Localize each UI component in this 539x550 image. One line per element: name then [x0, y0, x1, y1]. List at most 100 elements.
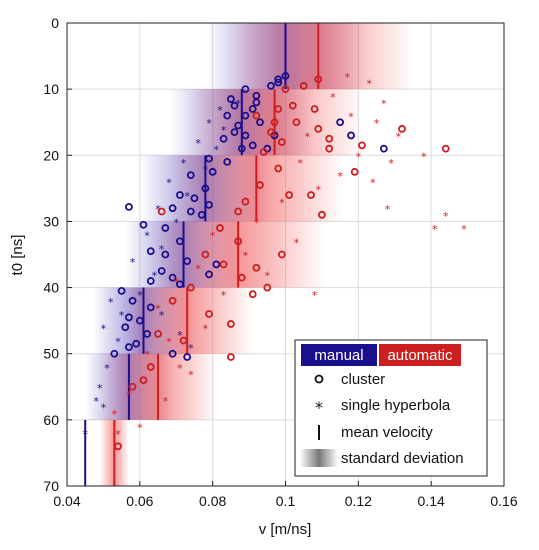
manual-cluster-point: [241, 85, 250, 94]
automatic-cluster-point: [241, 197, 250, 206]
automatic-cluster-point: [146, 363, 155, 371]
manual-single-point: *: [159, 243, 165, 256]
manual-cluster-point: [168, 349, 177, 358]
automatic-cluster-point: [318, 210, 326, 219]
automatic-cluster-point: [350, 167, 359, 176]
automatic-single-point: *: [316, 183, 322, 196]
y-tick-label: 30: [43, 213, 59, 229]
automatic-single-point: *: [374, 117, 380, 130]
automatic-single-point: *: [221, 289, 227, 302]
automatic-cluster-point: [168, 296, 177, 305]
automatic-single-point: *: [112, 408, 118, 421]
manual-cluster-point: [168, 273, 177, 282]
manual-cluster-point: [256, 118, 264, 127]
automatic-cluster-point: [128, 382, 137, 391]
automatic-cluster-point: [237, 273, 246, 282]
manual-cluster-point: [212, 260, 221, 269]
manual-cluster-point: [336, 118, 345, 127]
x-tick-label: 0.06: [126, 493, 153, 509]
automatic-single-point: *: [155, 302, 161, 315]
manual-cluster-point: [139, 220, 148, 229]
automatic-cluster-point: [256, 181, 264, 189]
manual-single-point: *: [152, 269, 158, 282]
manual-single-point: *: [115, 335, 121, 348]
manual-single-point: *: [97, 382, 103, 395]
legend-cluster-marker: [314, 374, 324, 384]
automatic-cluster-point: [270, 118, 279, 127]
automatic-single-point: *: [210, 230, 216, 243]
x-tick-label: 0.14: [418, 493, 445, 509]
legend: manual automatic cluster * single hyperb…: [294, 339, 488, 477]
automatic-cluster-point: [307, 191, 315, 199]
manual-single-point: *: [144, 230, 150, 243]
manual-cluster-point: [135, 316, 144, 325]
manual-cluster-point: [186, 171, 195, 180]
automatic-cluster-point: [216, 224, 224, 232]
manual-cluster-point: [121, 323, 130, 332]
automatic-single-point: *: [188, 369, 194, 382]
manual-cluster-point: [226, 95, 235, 103]
manual-cluster-point: [117, 286, 126, 295]
automatic-single-point: *: [312, 289, 318, 302]
automatic-cluster-point: [248, 290, 257, 299]
manual-cluster-point: [252, 98, 261, 107]
manual-single-point: *: [130, 256, 136, 269]
automatic-cluster-point: [441, 144, 450, 153]
legend-std-label: standard deviation: [341, 450, 464, 467]
automatic-cluster-point: [114, 442, 122, 451]
automatic-single-point: *: [195, 263, 201, 276]
manual-cluster-point: [230, 101, 239, 110]
legend-manual-swatch: [301, 344, 377, 366]
automatic-cluster-point: [281, 85, 290, 94]
manual-cluster-point: [241, 131, 250, 140]
manual-cluster-point: [190, 194, 199, 203]
manual-single-point: *: [203, 164, 209, 177]
manual-cluster-point: [146, 303, 155, 312]
manual-cluster-point: [267, 81, 275, 90]
manual-single-point: *: [217, 104, 223, 117]
manual-cluster-point: [223, 157, 232, 166]
manual-single-point: *: [119, 309, 125, 322]
automatic-cluster-point: [314, 75, 323, 84]
manual-single-point: *: [93, 395, 99, 408]
manual-cluster-point: [230, 128, 239, 137]
automatic-single-point: *: [345, 71, 351, 84]
manual-cluster-point: [205, 270, 213, 279]
automatic-single-point: *: [294, 236, 300, 249]
x-tick-label: 0.1: [276, 493, 296, 509]
automatic-cluster-point: [325, 144, 334, 153]
manual-cluster-point: [248, 105, 257, 113]
y-axis-label: t0 [ns]: [9, 235, 26, 276]
automatic-single-point: *: [163, 395, 169, 408]
automatic-cluster-point: [154, 329, 162, 338]
legend-manual-label: manual: [314, 347, 363, 364]
manual-cluster-point: [183, 353, 192, 361]
x-tick-label: 0.08: [199, 493, 226, 509]
manual-cluster-point: [197, 210, 206, 219]
manual-cluster-point: [379, 144, 388, 153]
manual-single-point: *: [101, 322, 107, 335]
y-tick-label: 0: [51, 15, 59, 31]
manual-single-point: *: [108, 296, 114, 309]
manual-cluster-point: [186, 207, 195, 216]
automatic-cluster-point: [310, 105, 319, 113]
automatic-single-point: *: [330, 91, 336, 104]
manual-cluster-point: [223, 111, 232, 120]
manual-cluster-point: [234, 121, 243, 130]
manual-cluster-point: [161, 250, 170, 259]
y-tick-label: 40: [43, 280, 59, 296]
manual-cluster-point: [175, 191, 184, 199]
automatic-single-point: *: [443, 210, 449, 223]
automatic-cluster-point: [299, 81, 308, 90]
automatic-cluster-point: [398, 124, 406, 133]
y-tick-label: 70: [43, 478, 59, 494]
manual-single-point: *: [181, 157, 187, 170]
legend-cluster-label: cluster: [341, 371, 385, 388]
automatic-single-point: *: [370, 177, 376, 190]
automatic-cluster-point: [274, 105, 283, 113]
manual-cluster-point: [205, 200, 213, 209]
manual-cluster-point: [274, 75, 283, 84]
automatic-single-point: *: [265, 269, 271, 282]
automatic-cluster-point: [226, 353, 235, 361]
x-tick-label: 0.12: [345, 493, 372, 509]
